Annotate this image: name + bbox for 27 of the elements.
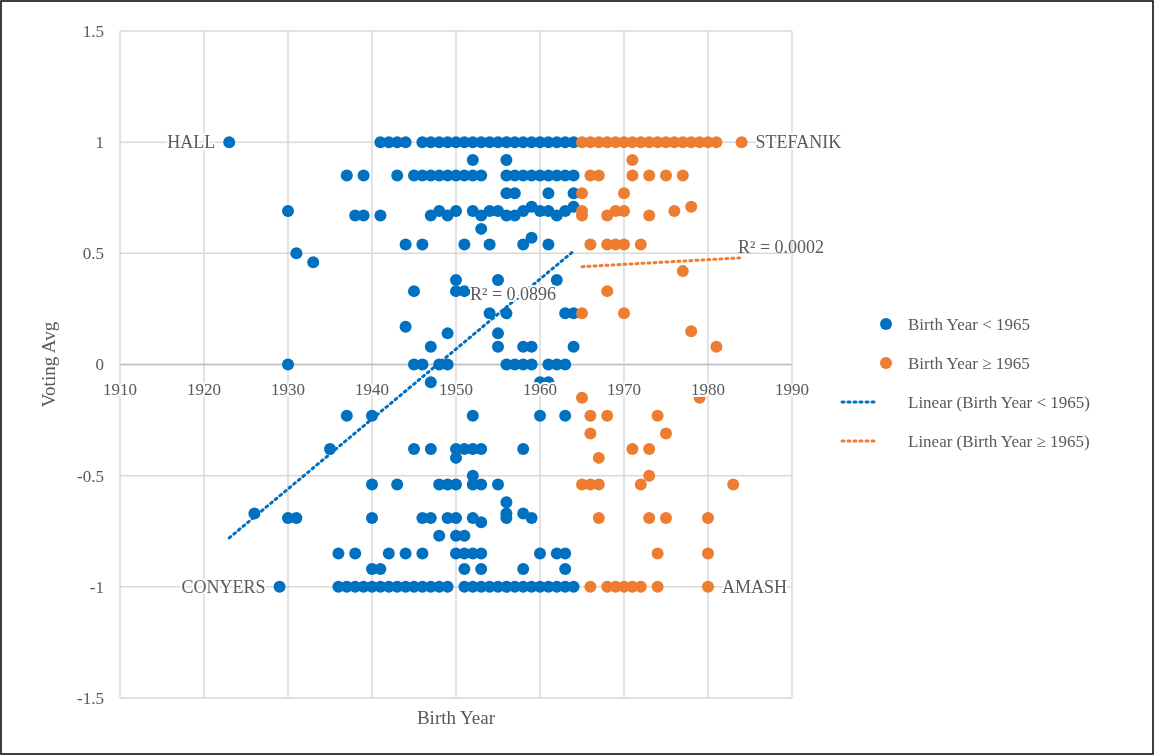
legend-label: Linear (Birth Year < 1965) [908,392,1090,412]
annotation: R² = 0.0002 [738,237,825,258]
y-tick-label: -1.5 [77,688,104,708]
x-tick-label: 1910 [103,379,137,399]
y-axis-title: Voting Avg [38,321,59,408]
legend-label: Birth Year < 1965 [908,314,1030,334]
y-tick-label: 0.5 [82,244,104,264]
x-axis-title: Birth Year [416,707,496,728]
x-tick-label: 1920 [187,379,221,399]
annotation: STEFANIK [755,132,842,153]
legend-label: Linear (Birth Year ≥ 1965) [908,431,1090,451]
x-tick-label: 1930 [271,379,305,399]
annotation: CONYERS [181,577,266,598]
annotation: AMASH [722,577,788,598]
x-tick-label: 1940 [355,379,389,399]
x-tick-label: 1980 [691,379,725,399]
y-tick-label: 0 [95,355,104,375]
y-tick-label: -0.5 [77,466,104,486]
x-tick-label: 1950 [439,379,473,399]
y-tick-label: 1.5 [82,21,104,41]
y-tick-label: -1 [89,577,104,597]
x-tick-label: 1960 [523,379,557,399]
x-tick-label: 1990 [775,379,809,399]
y-tick-label: 1 [95,133,104,153]
legend-label: Birth Year ≥ 1965 [908,353,1030,373]
x-tick-label: 1970 [607,379,641,399]
annotation: HALL [167,132,216,153]
